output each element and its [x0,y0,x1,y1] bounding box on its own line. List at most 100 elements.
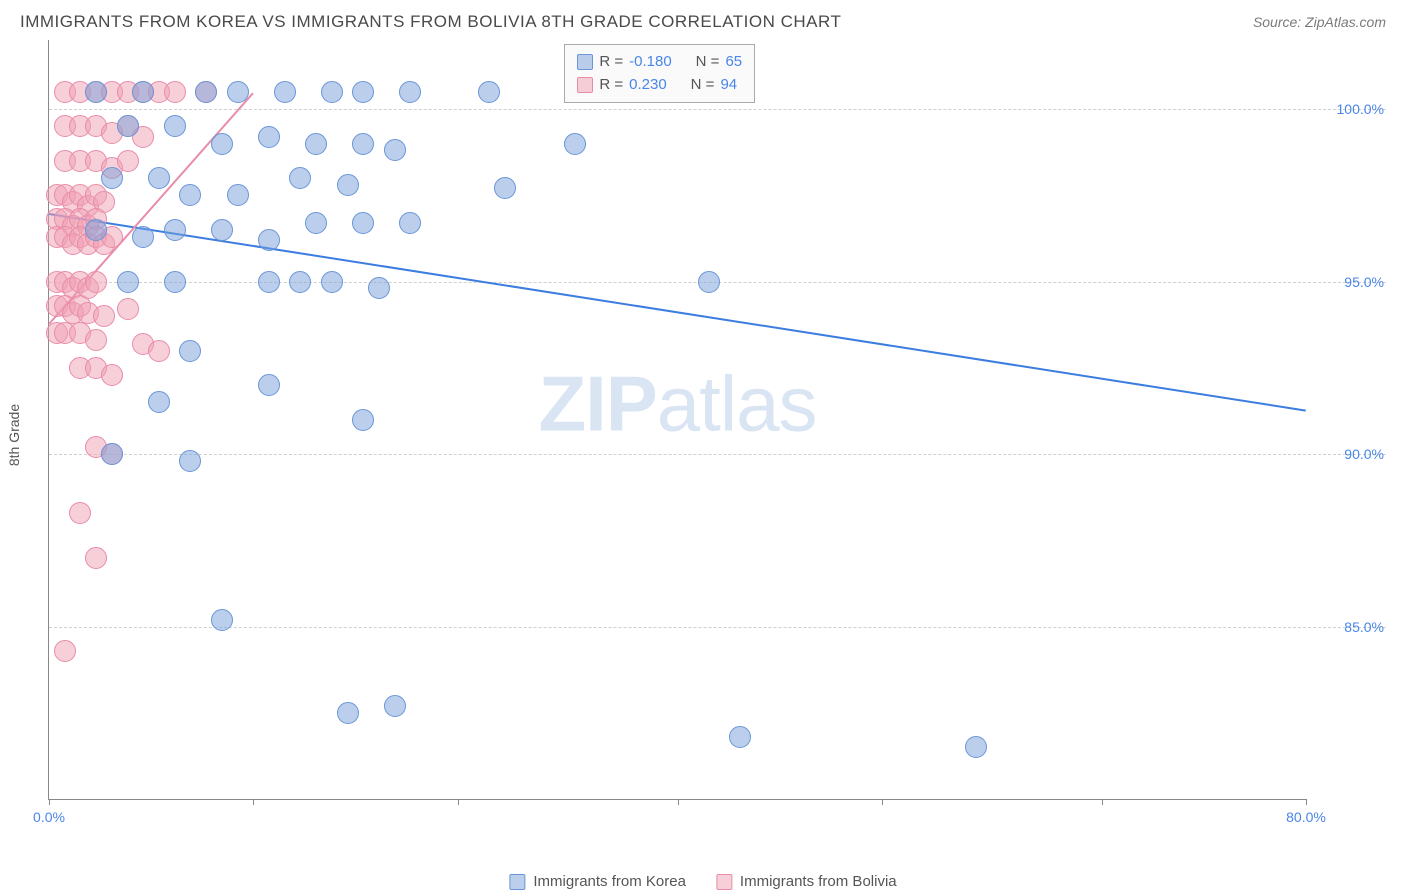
data-point [164,81,186,103]
data-point [289,167,311,189]
xtick-label: 0.0% [33,809,65,825]
data-point [274,81,296,103]
xtick [882,799,883,805]
xtick-label: 80.0% [1286,809,1326,825]
data-point [384,139,406,161]
data-point [352,409,374,431]
data-point [321,271,343,293]
data-point [321,81,343,103]
data-point [289,271,311,293]
xtick [678,799,679,805]
data-point [211,609,233,631]
ytick-label: 100.0% [1314,101,1384,117]
data-point [352,133,374,155]
data-point [164,219,186,241]
data-point [101,167,123,189]
watermark-light: atlas [657,360,817,448]
data-point [564,133,586,155]
legend-swatch [577,54,593,70]
ytick-label: 85.0% [1314,619,1384,635]
legend-label: Immigrants from Korea [533,873,686,890]
data-point [368,277,390,299]
legend-label: Immigrants from Bolivia [740,873,897,890]
legend-r-label: R = [599,74,623,97]
data-point [85,547,107,569]
data-point [85,329,107,351]
data-point [164,271,186,293]
data-point [101,364,123,386]
watermark: ZIPatlas [538,359,816,450]
xtick [458,799,459,805]
data-point [117,115,139,137]
bottom-legend-item: Immigrants from Korea [509,873,686,890]
data-point [117,271,139,293]
chart-container: 8th Grade ZIPatlas 85.0%90.0%95.0%100.0%… [48,40,1386,830]
data-point [69,502,91,524]
legend-r-value: -0.180 [629,51,672,74]
chart-title: IMMIGRANTS FROM KOREA VS IMMIGRANTS FROM… [20,12,841,32]
data-point [478,81,500,103]
legend-n-value: 65 [725,51,742,74]
data-point [729,726,751,748]
legend-swatch [509,874,525,890]
data-point [227,184,249,206]
gridline [49,454,1386,455]
y-axis-label: 8th Grade [6,404,22,466]
legend-swatch [577,77,593,93]
data-point [211,219,233,241]
gridline [49,109,1386,110]
data-point [352,81,374,103]
chart-header: IMMIGRANTS FROM KOREA VS IMMIGRANTS FROM… [0,0,1406,40]
data-point [101,443,123,465]
ytick-label: 95.0% [1314,274,1384,290]
legend-r-value: 0.230 [629,74,667,97]
legend-row: R =-0.180N =65 [577,51,742,74]
data-point [305,212,327,234]
data-point [195,81,217,103]
data-point [164,115,186,137]
data-point [399,81,421,103]
xtick [49,799,50,805]
source-label: Source: ZipAtlas.com [1253,14,1386,30]
data-point [337,702,359,724]
xtick [1306,799,1307,805]
data-point [337,174,359,196]
bottom-legend: Immigrants from Korea Immigrants from Bol… [509,873,896,890]
data-point [211,133,233,155]
legend-row: R = 0.230 N =94 [577,74,742,97]
data-point [698,271,720,293]
ytick-label: 90.0% [1314,446,1384,462]
data-point [85,219,107,241]
data-point [305,133,327,155]
data-point [494,177,516,199]
xtick [253,799,254,805]
data-point [179,450,201,472]
bottom-legend-item: Immigrants from Bolivia [716,873,897,890]
legend-r-label: R = [599,51,623,74]
data-point [384,695,406,717]
data-point [258,229,280,251]
data-point [93,305,115,327]
data-point [132,226,154,248]
data-point [85,81,107,103]
data-point [179,340,201,362]
data-point [148,340,170,362]
data-point [132,81,154,103]
data-point [54,640,76,662]
gridline [49,627,1386,628]
data-point [85,271,107,293]
trend-line [49,213,1306,412]
plot-area: ZIPatlas 85.0%90.0%95.0%100.0%0.0%80.0%R… [48,40,1306,800]
legend-n-label: N = [691,74,715,97]
data-point [117,298,139,320]
watermark-bold: ZIP [538,360,656,448]
correlation-legend: R = -0.180 N = 65R = 0.230 N =94 [564,44,755,103]
data-point [148,391,170,413]
data-point [399,212,421,234]
legend-n-value: 94 [720,74,737,97]
xtick [1102,799,1103,805]
data-point [352,212,374,234]
legend-swatch [716,874,732,890]
data-point [258,126,280,148]
data-point [258,271,280,293]
